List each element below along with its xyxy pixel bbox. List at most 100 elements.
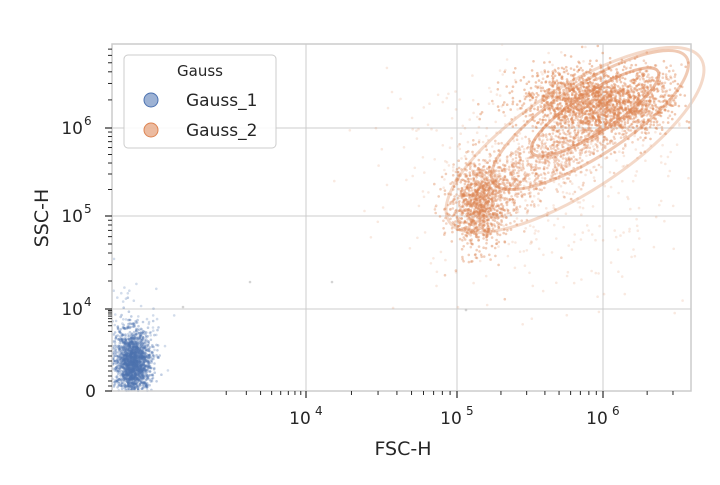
point-gauss-1 [128, 368, 131, 371]
point-gauss-2 [546, 167, 549, 170]
point-gauss-1 [133, 346, 136, 349]
point-gauss-2 [573, 156, 576, 159]
point-gauss-2 [674, 73, 677, 76]
point-gauss-2 [531, 172, 534, 175]
point-gauss-2 [581, 132, 584, 135]
point-gauss-2 [630, 64, 633, 67]
point-gauss-2 [514, 194, 517, 197]
point-gauss-2 [588, 132, 591, 135]
point-gauss-2 [518, 146, 521, 149]
point-gauss-1 [122, 339, 125, 342]
point-gauss-2 [614, 87, 617, 90]
point-gauss-2 [603, 91, 606, 94]
point-gauss-2 [528, 192, 531, 195]
point-gauss-1 [119, 359, 122, 362]
point-gauss-2 [658, 100, 661, 103]
point-gauss-1 [140, 353, 143, 356]
point-gauss-2 [534, 175, 537, 178]
point-gauss-2 [641, 131, 644, 134]
point-gauss-2 [660, 111, 663, 114]
point-gauss-2 [548, 88, 551, 91]
point-gauss-2 [631, 141, 634, 144]
point-gauss-1 [132, 386, 135, 389]
point-gauss-2 [602, 136, 605, 139]
point-gauss-2 [551, 75, 554, 78]
point-gauss-2 [522, 160, 525, 163]
point-gauss-2 [605, 137, 608, 140]
point-gauss-1 [131, 349, 134, 352]
point-gauss-2 [539, 167, 542, 170]
point-gauss-1 [117, 345, 120, 348]
point-gauss-1 [122, 300, 125, 303]
point-gauss-1 [121, 373, 124, 376]
point-gauss-2 [631, 123, 634, 126]
point-gauss-1 [131, 351, 134, 354]
point-gauss-2 [672, 104, 675, 107]
point-gauss-2 [444, 189, 447, 192]
point-gauss-2 [513, 172, 516, 175]
point-gauss-2 [665, 73, 668, 76]
point-gauss-2 [680, 63, 683, 66]
point-gauss-1 [146, 376, 149, 379]
point-gauss-1 [136, 368, 139, 371]
point-gauss-2 [457, 159, 460, 162]
point-gauss-2 [541, 121, 544, 124]
point-gauss-1 [136, 347, 139, 350]
point-gauss-2 [511, 90, 514, 93]
point-gauss-2 [508, 168, 511, 171]
point-gauss-2 [600, 94, 603, 97]
point-gauss-1 [152, 307, 155, 310]
point-gauss-2 [624, 143, 627, 146]
point-gauss-2 [520, 79, 523, 82]
point-gauss-1 [127, 323, 130, 326]
point-gauss-2 [618, 93, 621, 96]
point-gauss-2 [612, 128, 615, 131]
point-gauss-2 [526, 83, 529, 86]
point-gauss-2 [610, 118, 613, 121]
point-gauss-2 [639, 88, 642, 91]
point-gauss-1 [151, 357, 154, 360]
point-gauss-2 [589, 147, 592, 150]
point-gauss-2 [565, 126, 568, 129]
point-gauss-2 [537, 177, 540, 180]
point-gauss-2 [590, 171, 593, 174]
point-gauss-1 [115, 320, 118, 323]
point-gauss-2 [637, 92, 640, 95]
point-gauss-2 [596, 124, 599, 127]
point-gauss-1 [118, 338, 121, 341]
point-gauss-1 [153, 367, 156, 370]
point-gauss-1 [134, 337, 137, 340]
point-gauss-2 [520, 107, 523, 110]
point-gauss-1 [153, 362, 156, 365]
point-gauss-1 [147, 357, 150, 360]
point-gauss-1 [141, 339, 144, 342]
point-gauss-2 [576, 134, 579, 137]
point-gauss-1 [114, 313, 117, 316]
point-gauss-2 [577, 136, 580, 139]
point-gauss-2 [544, 162, 547, 165]
point-gauss-2 [619, 79, 622, 82]
point-gauss-2 [461, 256, 464, 259]
point-gauss-1 [118, 329, 121, 332]
point-gauss-2 [657, 89, 660, 92]
point-gauss-2 [589, 117, 592, 120]
point-gauss-2 [604, 74, 607, 77]
point-gauss-2 [481, 111, 484, 114]
point-gauss-2 [521, 163, 524, 166]
point-gauss-2 [684, 66, 687, 69]
point-gauss-2 [648, 77, 651, 80]
point-gauss-2 [585, 116, 588, 119]
point-gauss-2 [584, 135, 587, 138]
point-gauss-1 [140, 363, 143, 366]
point-gauss-1 [140, 377, 143, 380]
point-gauss-2 [433, 183, 436, 186]
point-gauss-1 [137, 373, 140, 376]
point-gauss-2 [664, 108, 667, 111]
point-gauss-2 [452, 207, 455, 210]
point-gauss-2 [622, 77, 625, 80]
point-gauss-2 [500, 142, 503, 145]
point-gauss-1 [130, 377, 133, 380]
point-gauss-2 [604, 86, 607, 89]
point-gauss-2 [601, 113, 604, 116]
point-gauss-2 [627, 105, 630, 108]
